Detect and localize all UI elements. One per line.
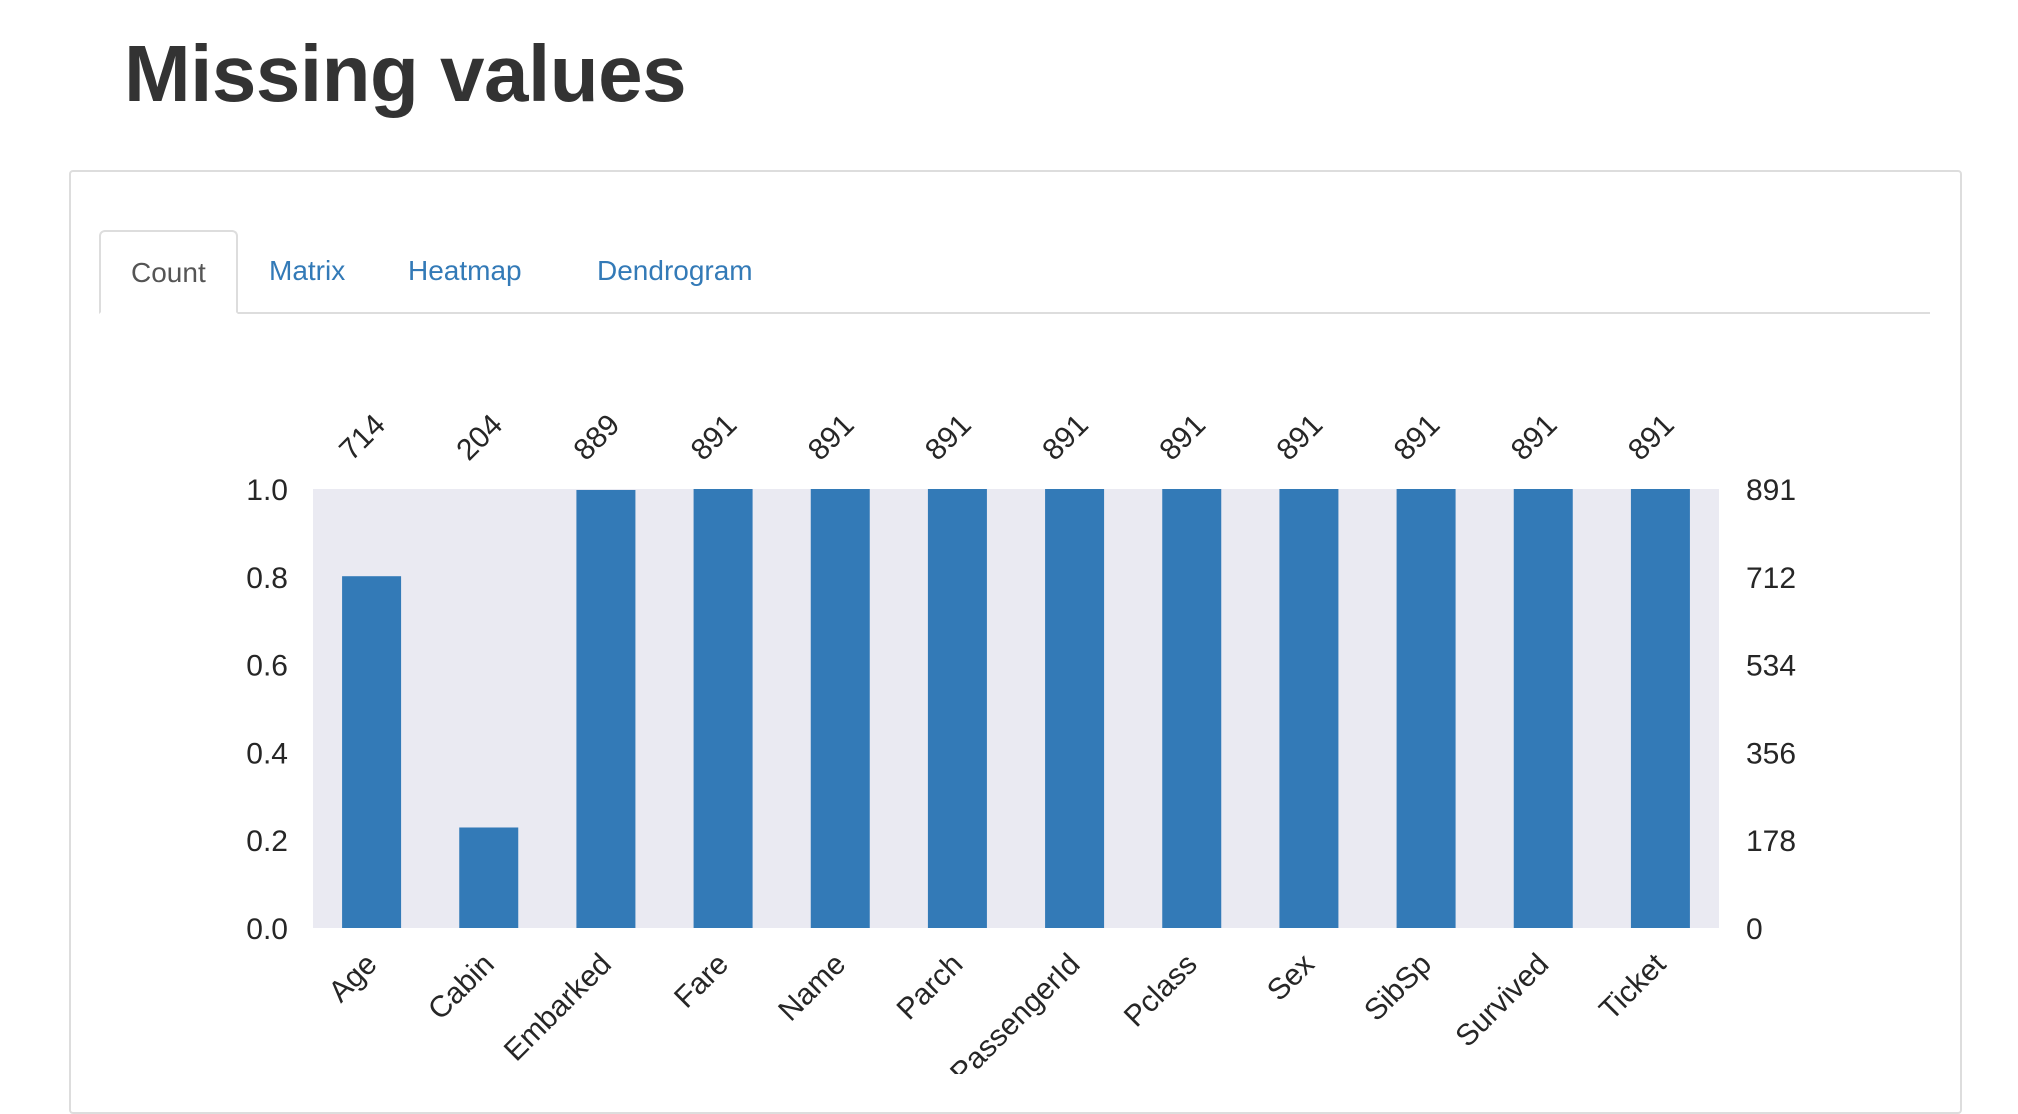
x-tick-label: Cabin bbox=[422, 948, 501, 1027]
x-tick-label: Name bbox=[772, 948, 852, 1028]
bar-passengerid bbox=[1045, 489, 1105, 928]
tab-count[interactable]: Count bbox=[99, 230, 238, 314]
y2-tick-label: 712 bbox=[1746, 562, 1796, 595]
y2-tick-label: 0 bbox=[1746, 913, 1763, 946]
missing-values-bar-chart: 714 204 889 891 891 891 891 891 891 891 891 891 0.0… bbox=[246, 408, 1796, 1074]
count-label: 204 bbox=[450, 408, 509, 467]
x-tick-label: Survived bbox=[1449, 948, 1555, 1054]
count-label: 889 bbox=[568, 408, 627, 467]
x-tick-label: Parch bbox=[891, 948, 970, 1027]
count-label: 891 bbox=[1271, 408, 1330, 467]
count-label: 891 bbox=[1388, 408, 1447, 467]
x-tick-label: Ticket bbox=[1593, 947, 1673, 1027]
count-label: 891 bbox=[919, 408, 978, 467]
tab-dendrogram[interactable]: Dendrogram bbox=[597, 255, 753, 286]
page-title: Missing values bbox=[124, 29, 687, 118]
tab-bar: Count Matrix Heatmap Dendrogram bbox=[99, 230, 1930, 314]
x-tick-label: Sex bbox=[1261, 948, 1321, 1008]
bar-pclass bbox=[1162, 489, 1222, 928]
bar-cabin bbox=[459, 827, 519, 928]
count-label: 891 bbox=[1622, 408, 1681, 467]
x-tick-label: Embarked bbox=[498, 948, 618, 1068]
bar-age bbox=[342, 576, 402, 928]
tab-heatmap[interactable]: Heatmap bbox=[408, 255, 522, 286]
y2-tick-label: 356 bbox=[1746, 737, 1796, 770]
x-tick-label: Pclass bbox=[1118, 948, 1204, 1034]
y-tick-label: 0.6 bbox=[246, 650, 288, 683]
x-tick-label: SibSp bbox=[1358, 948, 1438, 1028]
y-tick-label: 1.0 bbox=[246, 474, 288, 507]
count-label: 891 bbox=[1505, 408, 1564, 467]
plot-area bbox=[313, 489, 1719, 928]
y2-tick-label: 534 bbox=[1746, 650, 1796, 683]
y2-tick-label: 178 bbox=[1746, 825, 1796, 858]
bar-sex bbox=[1279, 489, 1339, 928]
count-label: 714 bbox=[333, 408, 392, 467]
bar-fare bbox=[693, 489, 753, 928]
bar-survived bbox=[1513, 489, 1573, 928]
bar-ticket bbox=[1630, 489, 1690, 928]
count-label: 891 bbox=[802, 408, 861, 467]
x-tick-label: Age bbox=[322, 948, 383, 1009]
bar-name bbox=[810, 489, 870, 928]
bar-sibsp bbox=[1396, 489, 1456, 928]
count-label: 891 bbox=[685, 408, 744, 467]
y2-tick-label: 891 bbox=[1746, 474, 1796, 507]
bar-parch bbox=[927, 489, 987, 928]
y-tick-label: 0.2 bbox=[246, 825, 288, 858]
y-tick-label: 0.0 bbox=[246, 913, 288, 946]
count-label: 891 bbox=[1153, 408, 1212, 467]
y-tick-label: 0.4 bbox=[246, 737, 288, 770]
y-tick-label: 0.8 bbox=[246, 562, 288, 595]
tab-matrix[interactable]: Matrix bbox=[269, 255, 346, 286]
x-tick-label: Fare bbox=[668, 948, 735, 1015]
count-label: 891 bbox=[1036, 408, 1095, 467]
x-tick-label: PassengerId bbox=[944, 948, 1086, 1074]
bar-embarked bbox=[576, 489, 636, 928]
